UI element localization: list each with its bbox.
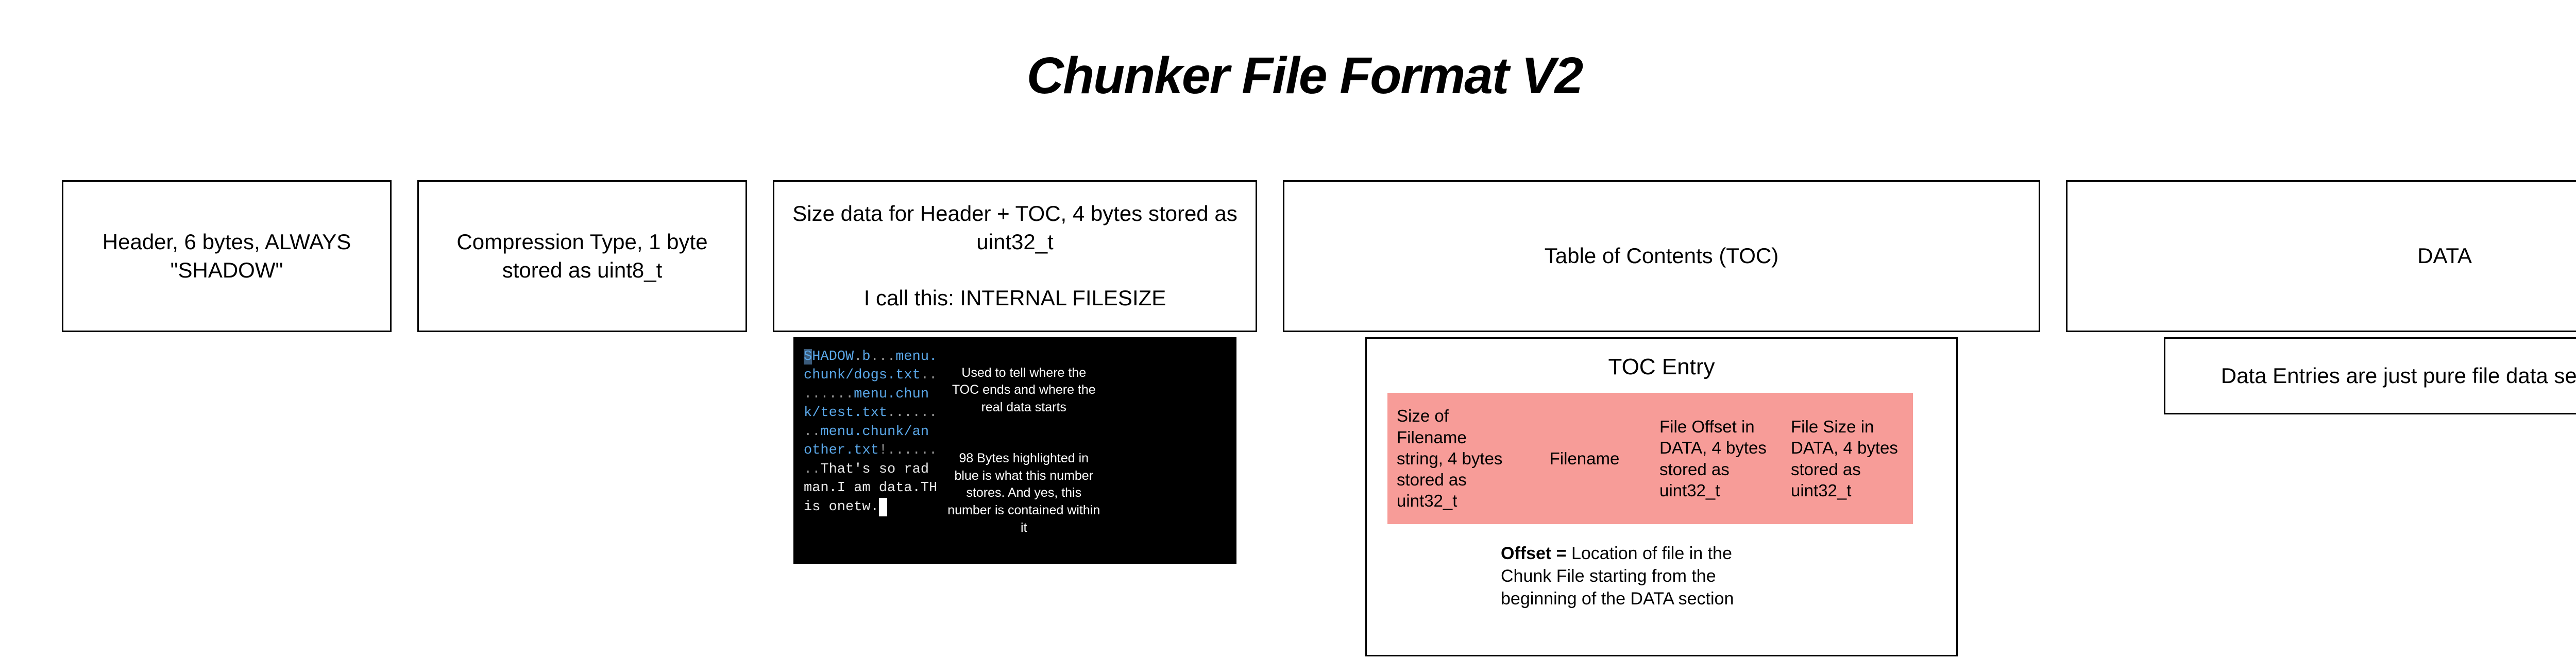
- hex-segment: is onetw.: [804, 499, 879, 515]
- hex-segment: menu.chunk/an: [820, 424, 929, 440]
- hex-segment: b: [862, 349, 870, 365]
- hex-segment: ..: [921, 368, 937, 383]
- hex-segment: That's so rad: [820, 462, 937, 477]
- hex-segment: menu.chun: [854, 387, 929, 402]
- block-toc: Table of Contents (TOC): [1283, 180, 2040, 332]
- hex-dump-panel: SHADOW.b...menu.chunk/dogs.txt........me…: [793, 337, 1236, 564]
- block-data-text: DATA: [2417, 242, 2472, 270]
- hex-segment: ..: [804, 424, 820, 440]
- hex-segment: menu.: [895, 349, 937, 365]
- toc-offset-note: Offset = Location of file in the Chunk F…: [1501, 542, 1758, 611]
- toc-entry-cell: Filename: [1519, 393, 1650, 524]
- toc-entry-cell: File Offset in DATA, 4 bytes stored as u…: [1650, 393, 1782, 524]
- toc-entry-cell: File Size in DATA, 4 bytes stored as uin…: [1782, 393, 1913, 524]
- hex-segment: other.txt: [804, 443, 879, 458]
- block-compression-text: Compression Type, 1 byte stored as uint8…: [429, 228, 735, 284]
- block-compression-type: Compression Type, 1 byte stored as uint8…: [417, 180, 747, 332]
- block-toc-text: Table of Contents (TOC): [1545, 242, 1778, 270]
- hex-note-1: Used to tell where the TOC ends and wher…: [946, 365, 1101, 417]
- toc-entry-panel: TOC Entry Size of Filename string, 4 byt…: [1365, 337, 1958, 656]
- page-title: Chunker File Format V2: [0, 46, 2576, 106]
- block-header: Header, 6 bytes, ALWAYS "SHADOW": [62, 180, 392, 332]
- toc-entry-title: TOC Entry: [1387, 354, 1936, 380]
- hex-segment: ......: [887, 405, 937, 421]
- block-header-text: Header, 6 bytes, ALWAYS "SHADOW": [74, 228, 380, 284]
- hex-segment: k/test.txt: [804, 405, 887, 421]
- block-internal-filesize: Size data for Header + TOC, 4 bytes stor…: [773, 180, 1257, 332]
- hex-segment: HADOW: [812, 349, 854, 365]
- block-size-line1: Size data for Header + TOC, 4 bytes stor…: [792, 201, 1237, 254]
- hex-segment: ..: [804, 462, 820, 477]
- toc-offset-label: Offset =: [1501, 544, 1567, 563]
- toc-entry-cells: Size of Filename string, 4 bytes stored …: [1387, 393, 1936, 524]
- hex-segment: S: [804, 349, 812, 365]
- hex-segment: chunk/dogs.txt: [804, 368, 921, 383]
- hex-note-2: 98 Bytes highlighted in blue is what thi…: [946, 450, 1101, 537]
- hex-segment: !: [879, 443, 887, 458]
- block-size-line2: I call this: INTERNAL FILESIZE: [864, 286, 1166, 310]
- hex-dump: SHADOW.b...menu.chunk/dogs.txt........me…: [804, 348, 937, 553]
- block-data: DATA: [2066, 180, 2576, 332]
- hex-note: Used to tell where the TOC ends and wher…: [946, 348, 1101, 553]
- hex-segment: [879, 498, 887, 516]
- toc-entry-cell: Size of Filename string, 4 bytes stored …: [1387, 393, 1519, 524]
- data-entries-text: Data Entries are just pure file data seq…: [2221, 363, 2576, 388]
- hex-segment: ......: [804, 387, 854, 402]
- hex-segment: ...: [871, 349, 896, 365]
- hex-segment: man.I am data.TH: [804, 480, 937, 496]
- block-size-text: Size data for Header + TOC, 4 bytes stor…: [785, 200, 1245, 312]
- hex-segment: ......: [887, 443, 937, 458]
- data-entries-note: Data Entries are just pure file data seq…: [2164, 337, 2576, 414]
- hex-segment: .: [854, 349, 862, 365]
